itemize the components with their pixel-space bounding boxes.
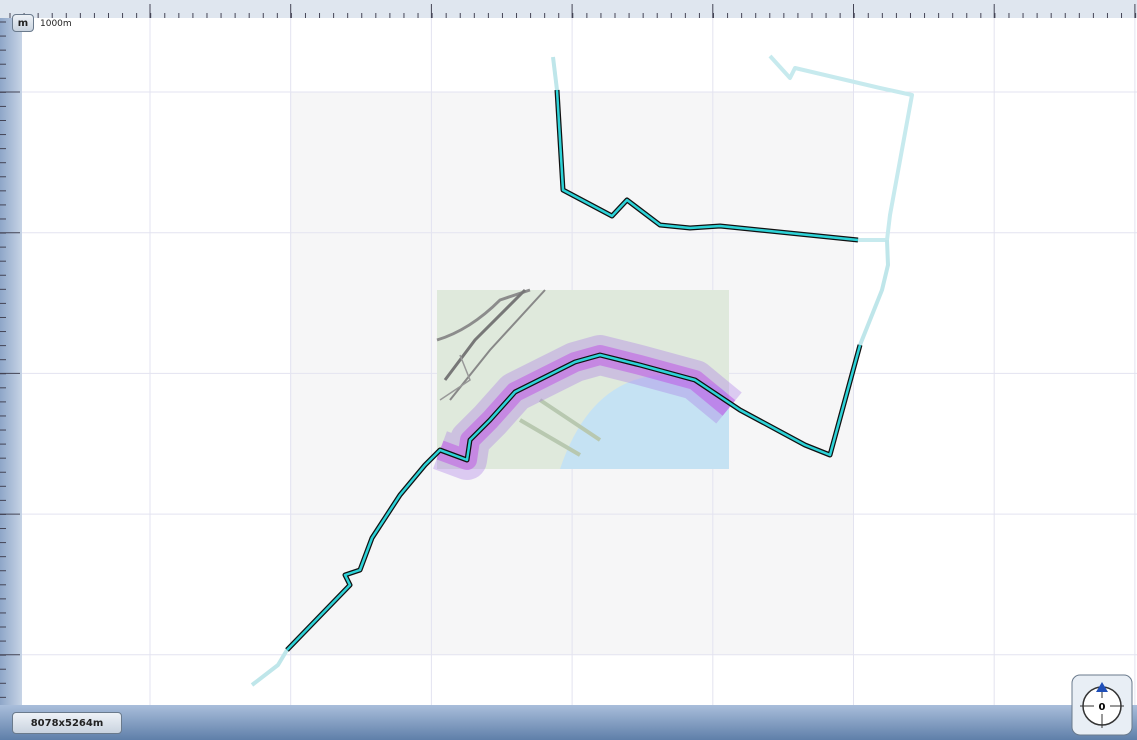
ruler-ticks (0, 4, 1137, 698)
compass-heading: 0 (1099, 702, 1106, 713)
track (285, 89, 863, 652)
compass-needle (1096, 682, 1108, 692)
scale-label: 1000m (40, 19, 72, 29)
size-button[interactable]: 8078x5264m (12, 712, 122, 734)
faint-track (250, 54, 914, 687)
top-ruler (0, 0, 1137, 18)
basemap-tile (436, 288, 729, 469)
unit-button[interactable]: m (12, 14, 34, 32)
status-bar (0, 705, 1137, 740)
left-ruler (0, 18, 22, 708)
